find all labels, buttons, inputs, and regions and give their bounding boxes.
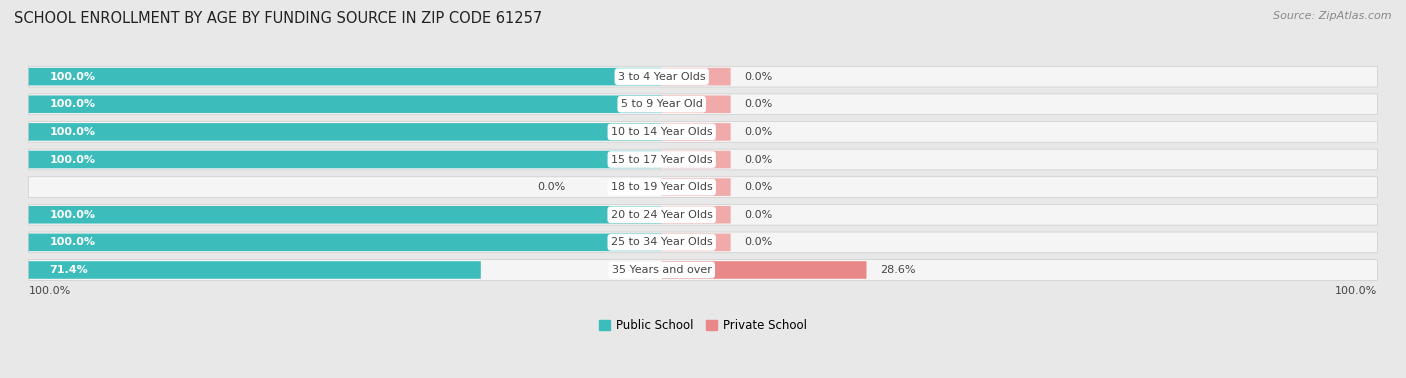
Text: 100.0%: 100.0% (49, 237, 96, 247)
Text: 5 to 9 Year Old: 5 to 9 Year Old (621, 99, 703, 109)
Text: 25 to 34 Year Olds: 25 to 34 Year Olds (610, 237, 713, 247)
Text: 0.0%: 0.0% (744, 155, 772, 164)
Text: 100.0%: 100.0% (49, 210, 96, 220)
FancyBboxPatch shape (28, 204, 1378, 225)
Text: 71.4%: 71.4% (49, 265, 89, 275)
FancyBboxPatch shape (28, 123, 662, 141)
Text: 28.6%: 28.6% (880, 265, 915, 275)
FancyBboxPatch shape (28, 149, 1378, 170)
FancyBboxPatch shape (28, 151, 662, 168)
Text: 0.0%: 0.0% (744, 72, 772, 82)
FancyBboxPatch shape (28, 232, 1378, 253)
FancyBboxPatch shape (662, 68, 731, 85)
FancyBboxPatch shape (662, 261, 866, 279)
Text: 100.0%: 100.0% (49, 72, 96, 82)
FancyBboxPatch shape (28, 66, 1378, 87)
Text: SCHOOL ENROLLMENT BY AGE BY FUNDING SOURCE IN ZIP CODE 61257: SCHOOL ENROLLMENT BY AGE BY FUNDING SOUR… (14, 11, 543, 26)
Text: 100.0%: 100.0% (28, 286, 72, 296)
Text: 0.0%: 0.0% (744, 237, 772, 247)
Text: 10 to 14 Year Olds: 10 to 14 Year Olds (612, 127, 713, 137)
FancyBboxPatch shape (28, 177, 1378, 197)
FancyBboxPatch shape (28, 94, 1378, 115)
FancyBboxPatch shape (28, 96, 662, 113)
FancyBboxPatch shape (28, 260, 1378, 280)
Text: 0.0%: 0.0% (744, 182, 772, 192)
Text: Source: ZipAtlas.com: Source: ZipAtlas.com (1274, 11, 1392, 21)
Text: 15 to 17 Year Olds: 15 to 17 Year Olds (612, 155, 713, 164)
FancyBboxPatch shape (662, 178, 731, 196)
Text: 100.0%: 100.0% (49, 99, 96, 109)
FancyBboxPatch shape (662, 123, 731, 141)
Text: 20 to 24 Year Olds: 20 to 24 Year Olds (610, 210, 713, 220)
FancyBboxPatch shape (28, 206, 662, 223)
Text: 100.0%: 100.0% (49, 127, 96, 137)
Text: 100.0%: 100.0% (1334, 286, 1378, 296)
Text: 3 to 4 Year Olds: 3 to 4 Year Olds (617, 72, 706, 82)
FancyBboxPatch shape (662, 206, 731, 223)
Text: 0.0%: 0.0% (537, 182, 565, 192)
Text: 0.0%: 0.0% (744, 99, 772, 109)
FancyBboxPatch shape (28, 121, 1378, 142)
FancyBboxPatch shape (662, 96, 731, 113)
FancyBboxPatch shape (662, 151, 731, 168)
FancyBboxPatch shape (28, 234, 662, 251)
FancyBboxPatch shape (28, 68, 662, 85)
Text: 35 Years and over: 35 Years and over (612, 265, 711, 275)
Text: 0.0%: 0.0% (744, 127, 772, 137)
Legend: Public School, Private School: Public School, Private School (593, 314, 813, 336)
Text: 100.0%: 100.0% (49, 155, 96, 164)
Text: 18 to 19 Year Olds: 18 to 19 Year Olds (610, 182, 713, 192)
Text: 0.0%: 0.0% (744, 210, 772, 220)
FancyBboxPatch shape (28, 261, 481, 279)
FancyBboxPatch shape (662, 234, 731, 251)
